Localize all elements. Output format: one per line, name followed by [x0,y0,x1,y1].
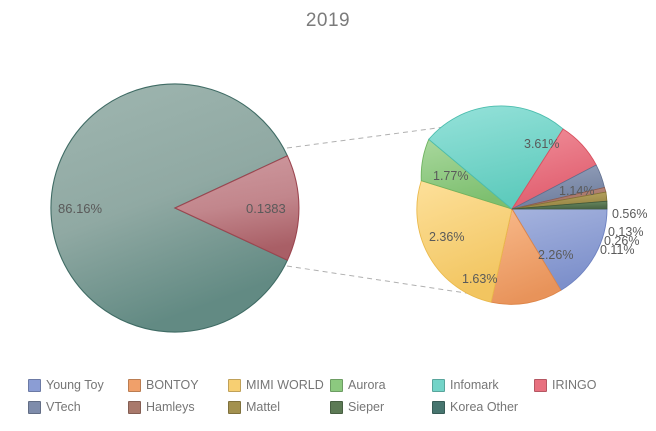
sec-label-young-toy: 2.26% [538,248,573,262]
chart-title: 2019 [305,10,351,31]
legend-swatch-icon-bontoy [128,378,141,392]
legend-item-mimi-world[interactable]: MIMI WORLD [228,374,324,396]
legend-swatch-icon-infomark [432,378,445,392]
legend-label-bontoy: BONTOY [146,377,199,392]
legend-item-hamleys[interactable]: Hamleys [128,396,195,418]
legend-swatch-icon-hamleys [128,400,141,414]
legend-item-aurora[interactable]: Aurora [330,374,386,396]
main-slice-other-group[interactable] [173,155,300,261]
sec-label-bontoy: 1.63% [462,272,497,286]
sec-slice-mimi-world[interactable] [416,180,513,303]
legend-swatch-icon-young-toy [28,378,41,392]
legend-item-vtech[interactable]: VTech [28,396,81,418]
main-slice-korea-other[interactable] [50,83,289,333]
legend-swatch-icon-iringo [534,378,547,392]
legend-swatch-icon-korea-other [432,400,445,414]
legend-label-aurora: Aurora [348,377,386,392]
legend-label-sieper: Sieper [348,399,385,414]
legend-item-iringo[interactable]: IRINGO [534,374,596,396]
legend-label-young-toy: Young Toy [46,377,104,392]
sec-label-mattel: 0.26% [604,234,639,248]
legend-row-1: Young Toy BONTOY MIMI WORLD Aurora Infom… [0,374,656,396]
sec-label-vtech: 0.56% [612,207,647,221]
secondary-pie [416,105,608,305]
legend-item-sieper[interactable]: Sieper [330,396,384,418]
legend-item-korea-other[interactable]: Korea Other [432,396,518,418]
sec-label-iringo: 1.14% [559,184,594,198]
legend-label-korea-other: Korea Other [450,399,519,414]
legend-row-2: VTech Hamleys Mattel Sieper Korea Other [0,396,656,418]
sec-slice-bontoy[interactable] [490,207,562,305]
legend-item-bontoy[interactable]: BONTOY [128,374,199,396]
chart-legend: Young Toy BONTOY MIMI WORLD Aurora Infom… [0,374,656,424]
legend-swatch-icon-mimi-world [228,378,241,392]
sec-label-sieper: 0.11% [600,243,635,257]
sec-slice-sieper[interactable] [511,200,608,210]
sec-slice-young-toy[interactable] [511,208,608,291]
legend-item-mattel[interactable]: Mattel [228,396,280,418]
legend-label-mimi-world: MIMI WORLD [246,377,324,392]
legend-swatch-icon-aurora [330,378,343,392]
legend-label-mattel: Mattel [246,399,281,414]
legend-label-vtech: VTech [46,399,81,414]
sec-slice-infomark[interactable] [428,105,564,210]
sec-label-aurora: 1.77% [433,169,468,183]
legend-label-hamleys: Hamleys [146,399,195,414]
legend-label-infomark: Infomark [450,377,499,392]
legend-label-iringo: IRINGO [552,377,597,392]
legend-item-young-toy[interactable]: Young Toy [28,374,104,396]
main-pie [50,83,300,333]
main-label-other-group: 0.1383 [246,201,286,216]
legend-item-infomark[interactable]: Infomark [432,374,499,396]
main-label-korea-other: 86.16% [58,201,103,216]
sec-label-hamleys: 0.13% [608,225,643,239]
sec-label-mimi-world: 2.36% [429,230,464,244]
legend-swatch-icon-sieper [330,400,343,414]
legend-swatch-icon-vtech [28,400,41,414]
legend-swatch-icon-mattel [228,400,241,414]
sec-label-infomark: 3.61% [524,137,559,151]
